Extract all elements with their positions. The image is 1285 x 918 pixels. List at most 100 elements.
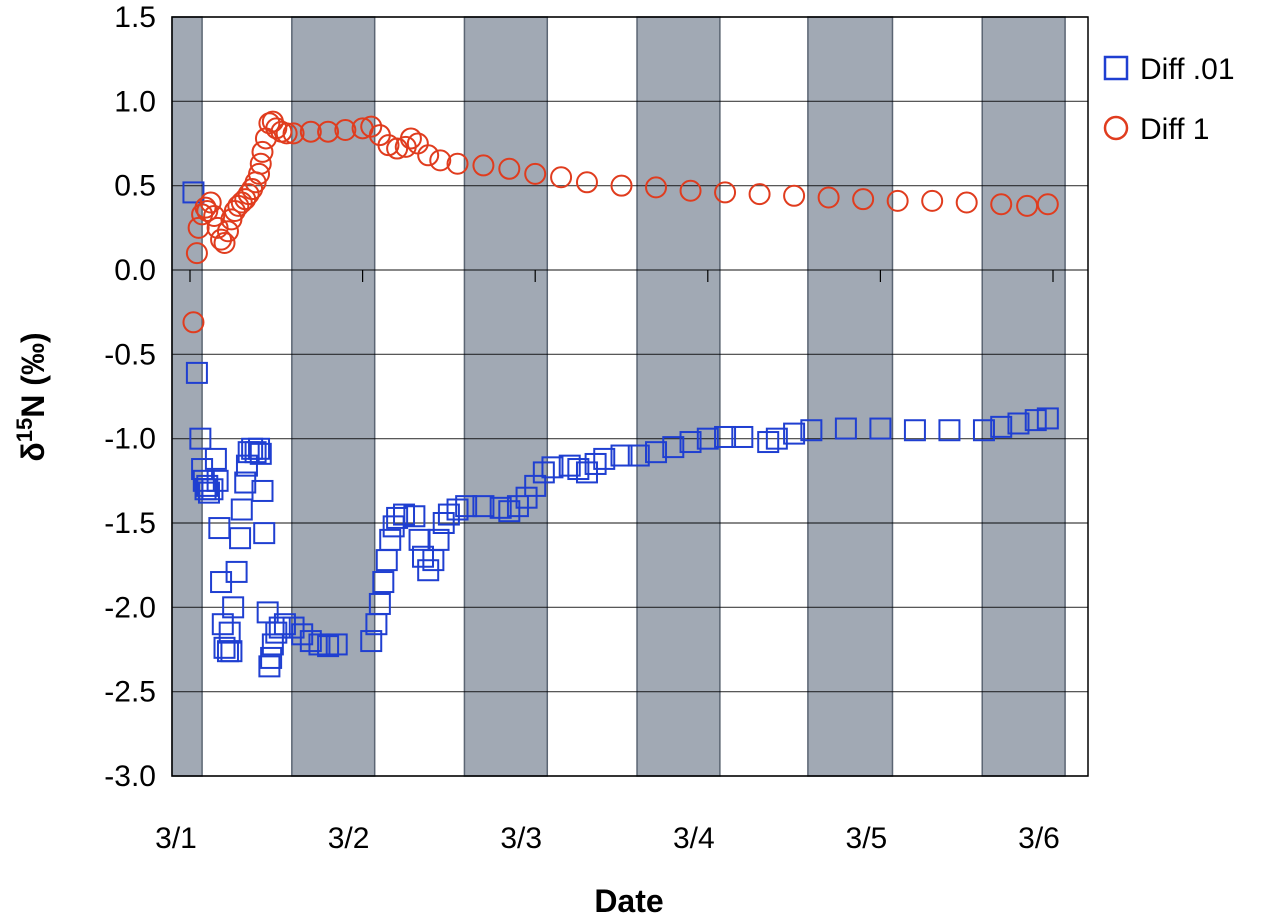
data-point-square bbox=[972, 419, 995, 442]
x-tick-label: 3/2 bbox=[328, 822, 370, 855]
data-point-circle bbox=[251, 140, 274, 163]
x-tick-label: 3/3 bbox=[500, 822, 542, 855]
plot-area-frame bbox=[171, 16, 1089, 777]
data-point-square bbox=[437, 503, 460, 526]
y-tick-label: -3.0 bbox=[104, 760, 156, 793]
data-point-square bbox=[229, 527, 252, 550]
data-point-circle bbox=[524, 162, 547, 185]
night-band-5 bbox=[981, 16, 1066, 777]
data-point-square bbox=[375, 549, 398, 572]
data-point-square bbox=[244, 441, 267, 464]
data-point-square bbox=[627, 444, 650, 467]
data-point-square bbox=[260, 646, 283, 669]
data-point-circle bbox=[472, 154, 495, 177]
data-point-circle bbox=[852, 188, 875, 211]
x-tick-label: 3/1 bbox=[155, 822, 197, 855]
x-tick-marks-group bbox=[189, 270, 1054, 282]
data-point-square bbox=[489, 496, 512, 519]
data-point-circle bbox=[282, 122, 305, 145]
data-point-square bbox=[645, 441, 668, 464]
data-point-circle bbox=[955, 191, 978, 214]
data-point-square bbox=[593, 447, 616, 470]
data-point-square bbox=[783, 422, 806, 445]
data-point-circle bbox=[317, 120, 340, 143]
data-point-square bbox=[541, 456, 564, 479]
data-point-square bbox=[197, 481, 220, 504]
data-point-square bbox=[258, 655, 281, 678]
data-point-circle bbox=[237, 183, 260, 206]
data-point-square bbox=[220, 640, 243, 663]
data-point-square bbox=[317, 635, 340, 658]
data-point-circle bbox=[248, 162, 271, 185]
y-axis-title-superscript: 15 bbox=[12, 418, 37, 442]
data-point-circle bbox=[610, 174, 633, 197]
data-point-circle bbox=[921, 189, 944, 212]
legend: Diff .01 Diff 1 bbox=[1103, 53, 1235, 146]
y-tick-label: -2.0 bbox=[104, 591, 156, 624]
data-point-square bbox=[903, 419, 926, 442]
data-point-square bbox=[222, 596, 245, 619]
data-point-square bbox=[610, 444, 633, 467]
data-point-square bbox=[368, 592, 391, 615]
data-point-square bbox=[834, 417, 857, 440]
data-point-square bbox=[360, 630, 383, 653]
data-point-square bbox=[1007, 412, 1030, 435]
y-axis-title-delta: δ bbox=[15, 442, 51, 461]
data-point-circle bbox=[645, 176, 668, 199]
legend-label: Diff .01 bbox=[1140, 53, 1235, 86]
legend-marker-circle bbox=[1103, 115, 1129, 141]
x-tick-label: 3/5 bbox=[846, 822, 888, 855]
data-point-circle bbox=[748, 183, 771, 206]
data-point-circle bbox=[1036, 193, 1059, 216]
data-point-circle bbox=[783, 184, 806, 207]
y-tick-label: -1.5 bbox=[104, 507, 156, 540]
data-point-square bbox=[206, 469, 229, 492]
data-point-circle bbox=[275, 122, 298, 145]
y-tick-label: -2.5 bbox=[104, 676, 156, 709]
data-point-circle bbox=[399, 127, 422, 150]
data-point-square bbox=[234, 471, 257, 494]
data-point-square bbox=[265, 621, 288, 644]
data-point-square bbox=[446, 498, 469, 521]
y-tick-label: -1.0 bbox=[104, 423, 156, 456]
data-point-square bbox=[325, 633, 348, 656]
data-point-square bbox=[524, 474, 547, 497]
data-point-square bbox=[261, 633, 284, 656]
series-1 bbox=[182, 110, 1059, 334]
data-point-circle bbox=[194, 196, 217, 219]
data-point-circle bbox=[817, 186, 840, 209]
data-point-square bbox=[731, 425, 754, 448]
data-point-square bbox=[249, 442, 272, 465]
data-point-square bbox=[182, 181, 205, 204]
data-point-circle bbox=[575, 171, 598, 194]
data-point-square bbox=[584, 452, 607, 475]
data-point-square bbox=[696, 427, 719, 450]
data-point-square bbox=[372, 571, 395, 594]
data-point-square bbox=[386, 506, 409, 529]
data-point-square bbox=[248, 437, 271, 460]
data-point-circle bbox=[886, 189, 909, 212]
data-point-square bbox=[189, 427, 212, 450]
y-tick-label: 0.0 bbox=[114, 254, 156, 287]
night-band-3 bbox=[636, 16, 721, 777]
data-point-circle bbox=[429, 149, 452, 172]
data-point-circle bbox=[990, 193, 1013, 216]
data-point-square bbox=[498, 500, 521, 523]
y-tick-label: 0.5 bbox=[114, 170, 156, 203]
night-shading-group bbox=[171, 16, 1066, 777]
legend-marker-square bbox=[1103, 55, 1129, 81]
x-axis-title: Date bbox=[594, 883, 663, 918]
data-point-square bbox=[201, 478, 224, 501]
data-point-circle bbox=[210, 228, 233, 251]
data-point-square bbox=[1036, 407, 1059, 430]
night-band-4 bbox=[807, 16, 894, 777]
data-point-square bbox=[204, 447, 227, 470]
data-point-square bbox=[432, 512, 455, 534]
data-point-circle bbox=[498, 157, 521, 180]
data-point-circle bbox=[265, 117, 288, 140]
data-point-square bbox=[208, 517, 231, 540]
data-point-circle bbox=[187, 216, 210, 239]
y-tick-labels-group: 1.5 1.0 0.5 0.0 -0.5 -1.0 -1.5 -2.0 -2.5 -3.0 bbox=[104, 1, 156, 793]
